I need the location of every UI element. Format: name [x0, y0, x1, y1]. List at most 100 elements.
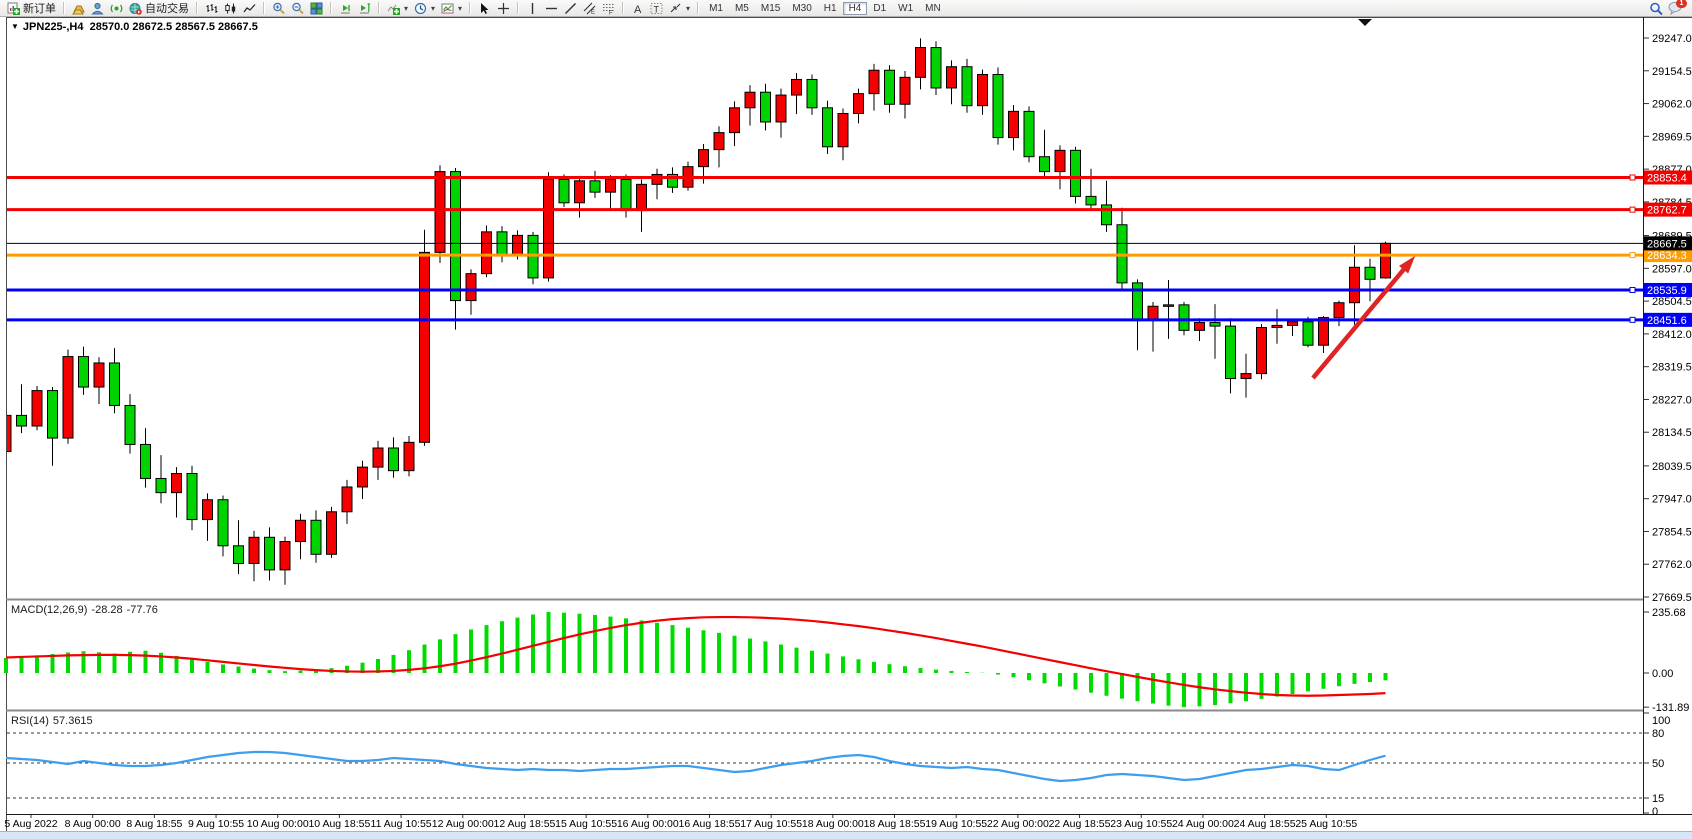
time-tick-label: 10 Aug 18:55: [308, 818, 370, 830]
indicators-icon: [387, 2, 400, 15]
toolbar-separator: [330, 2, 332, 14]
time-tick-label: 11 Aug 10:55: [371, 818, 432, 830]
price-tick-label: 28227.0: [1652, 394, 1692, 406]
horizontal-line-button[interactable]: [542, 1, 561, 16]
time-tick-label: 25 Aug 10:55: [1295, 818, 1357, 830]
fibonacci-button[interactable]: F: [599, 1, 618, 16]
indicators-button[interactable]: ▾: [384, 1, 411, 16]
trendline-icon: [564, 2, 577, 15]
cursor-button[interactable]: [475, 1, 494, 16]
auto-scroll-button[interactable]: [336, 1, 355, 16]
text-label-button[interactable]: T: [647, 1, 666, 16]
macd-axis-label: 0.00: [1652, 668, 1673, 680]
search-icon[interactable]: [1649, 2, 1663, 15]
autotrading-button[interactable]: 自动交易: [126, 1, 192, 16]
timeframe-m1[interactable]: M1: [709, 2, 723, 14]
time-tick-label: 24 Aug 18:55: [1234, 818, 1296, 830]
timeframe-mn[interactable]: MN: [925, 2, 941, 14]
macd-value-signal: -77.76: [126, 604, 158, 616]
rsi-axis-label: 100: [1652, 715, 1670, 727]
chart-ohlc-values: 28570.0 28672.5 28567.5 28667.5: [89, 21, 258, 33]
time-tick-label: 15 Aug 10:55: [555, 818, 617, 830]
time-tick-label: 17 Aug 10:55: [740, 818, 802, 830]
time-tick-label: 9 Aug 10:55: [188, 818, 244, 830]
macd-signal-line: [5, 615, 1386, 697]
timeframe-h4[interactable]: H4: [842, 1, 868, 15]
price-tick-label: 29062.0: [1652, 99, 1692, 111]
timeframe-m30[interactable]: M30: [792, 2, 812, 14]
price-tick-label: 29154.5: [1652, 66, 1692, 78]
broadcast-button[interactable]: [107, 1, 126, 16]
timeframe-m5[interactable]: M5: [734, 2, 749, 14]
price-badge-28535.9: 28535.9: [1644, 282, 1692, 297]
toolbar-separator: [196, 2, 198, 14]
hline-28762.7[interactable]: [7, 206, 1643, 213]
toolbar-separator: [63, 2, 65, 14]
bar-chart-button[interactable]: [202, 1, 221, 16]
toolbar-separator: [622, 2, 625, 14]
svg-text:A: A: [634, 4, 642, 15]
time-axis[interactable]: 5 Aug 2022 8 Aug 00:00 8 Aug 18:55 9 Aug 10…: [4, 815, 1357, 830]
timeframe-h1[interactable]: H1: [823, 2, 837, 14]
history-center-button[interactable]: [69, 1, 88, 16]
line-chart-button[interactable]: [240, 1, 259, 16]
chart-shift-button[interactable]: [355, 1, 374, 16]
time-tick-label: 12 Aug 00:00: [432, 818, 494, 830]
horizontal-line-icon: [545, 2, 558, 15]
toolbar-right: 1: [1649, 0, 1688, 16]
chart-title: ▼ JPN225-,H4 28570.0 28672.5 28567.5 2866…: [11, 21, 258, 33]
arrows-button[interactable]: ▾: [666, 1, 693, 16]
crosshair-button[interactable]: [494, 1, 513, 16]
templates-button[interactable]: ▾: [438, 1, 465, 16]
trendline-button[interactable]: [561, 1, 580, 16]
timeframe-d1[interactable]: D1: [873, 2, 887, 14]
svg-text:F: F: [609, 10, 613, 15]
chat-badge: 1: [1676, 0, 1687, 8]
macd-name: MACD(12,26,9): [11, 604, 88, 616]
macd-pane: 235.68 0.00 -131.89: [4, 607, 1689, 714]
time-tick-label: 22 Aug 18:55: [1049, 818, 1111, 830]
periods-button[interactable]: ▾: [411, 1, 438, 16]
timeframe-m15[interactable]: M15: [760, 2, 781, 14]
vertical-line-button[interactable]: [523, 1, 542, 16]
candlestick-chart-icon: [224, 2, 237, 15]
vertical-line-icon: [526, 2, 539, 15]
gold-bars-icon: [72, 2, 85, 15]
macd-value-main: -28.28: [91, 604, 123, 616]
community-button[interactable]: [88, 1, 107, 16]
trend-arrow-annotation[interactable]: [1311, 255, 1416, 380]
autotrading-globe-icon: [129, 2, 142, 15]
chart-menu-arrow-icon[interactable]: ▼: [11, 22, 19, 31]
hline-28634.3[interactable]: [7, 252, 1643, 259]
hline-28535.9[interactable]: [7, 286, 1643, 293]
macd-axis-label: 235.68: [1652, 607, 1686, 619]
hline-28451.6[interactable]: [7, 316, 1643, 323]
timeframe-w1[interactable]: W1: [898, 2, 914, 14]
macd-axis-label: -131.89: [1652, 702, 1689, 714]
rsi-indicator-label: RSI(14) 57.3615: [11, 715, 97, 727]
new-order-button[interactable]: 新订单: [4, 1, 59, 16]
price-badge-28853.4: 28853.4: [1644, 170, 1692, 185]
window-bottom-strip: [0, 831, 1692, 839]
zoom-out-button[interactable]: [288, 1, 307, 16]
chart-shift-icon: [358, 2, 371, 15]
price-tick-label: 27947.0: [1652, 494, 1692, 506]
autotrading-label: 自动交易: [145, 3, 189, 15]
hline-28853.4[interactable]: [7, 174, 1643, 181]
chat-button[interactable]: 1: [1668, 0, 1687, 16]
chart-shift-marker-icon[interactable]: [1358, 19, 1372, 26]
candlestick-chart-button[interactable]: [221, 1, 240, 16]
price-tick-label: 28319.5: [1652, 362, 1692, 374]
time-tick-label: 18 Aug 18:55: [864, 818, 926, 830]
tile-windows-button[interactable]: [307, 1, 326, 16]
clock-icon: [414, 2, 427, 15]
person-icon: [91, 2, 104, 15]
toolbar-separator: [469, 2, 472, 14]
equidistant-channel-button[interactable]: E: [580, 1, 599, 16]
text-button[interactable]: A: [628, 1, 647, 16]
chart-symbol-period: JPN225-,H4: [22, 21, 84, 33]
zoom-in-button[interactable]: [269, 1, 288, 16]
auto-scroll-icon: [339, 2, 352, 15]
